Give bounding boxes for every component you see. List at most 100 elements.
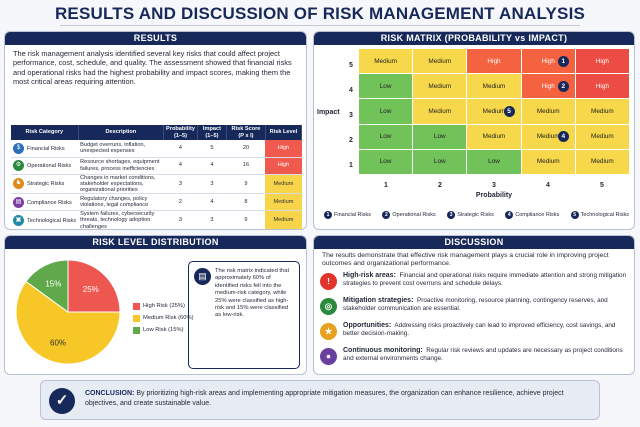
- pie-legend-item: High Risk (25%): [133, 300, 194, 312]
- discussion-panel: DISCUSSION The results demonstrate that …: [313, 235, 635, 375]
- risk-score: 9: [226, 210, 266, 229]
- risk-score: 9: [226, 174, 266, 195]
- discussion-item-text: Opportunities: Addressing risks proactiv…: [343, 322, 629, 338]
- matrix-cell: Medium: [575, 149, 629, 174]
- risk-impact: 4: [197, 193, 227, 212]
- x-tick: 3: [492, 182, 496, 189]
- matrix-cell-label: Medium: [428, 82, 452, 90]
- discussion-item-text: Continuous monitoring: Regular risk revi…: [343, 347, 629, 363]
- risk-impact: 5: [197, 140, 227, 158]
- matrix-cell: Low: [413, 149, 467, 174]
- risk-probability: 3: [163, 174, 198, 195]
- matrix-legend: 1 Financial Risks 2 Operational Risks 3 Strat…: [324, 211, 629, 219]
- pie-data-label: 15%: [45, 279, 61, 288]
- risk-level-badge: Medium: [265, 174, 302, 195]
- risk-category-label: Operational Risks: [27, 162, 72, 169]
- clipboard-icon: ▤: [194, 268, 211, 285]
- x-tick: 2: [438, 182, 442, 189]
- matrix-cell: Medium 4: [521, 124, 575, 149]
- col-probability: Probability (1–5): [163, 125, 198, 140]
- matrix-cell-label: Medium: [428, 107, 452, 115]
- y-tick: 3: [349, 112, 353, 119]
- discussion-item: ! High-risk areas: Financial and operatio…: [320, 272, 632, 296]
- people-icon: ●: [320, 348, 337, 365]
- lightbulb-icon: ★: [320, 323, 337, 340]
- matrix-cell-label: High: [541, 82, 555, 90]
- risk-table-header: Risk Category Description Probability (1…: [11, 125, 303, 140]
- table-row: ⚙ Operational Risks Resource shortages, eq…: [11, 157, 302, 175]
- matrix-cell: Medium: [521, 149, 575, 174]
- matrix-cell-label: High: [541, 57, 555, 65]
- risk-description: Changes in market conditions, stakeholde…: [78, 174, 164, 195]
- matrix-cell-label: Medium: [482, 107, 506, 115]
- matrix-cell: Medium: [413, 49, 467, 74]
- risk-marker: 4: [557, 131, 569, 143]
- risk-impact: 4: [197, 157, 227, 175]
- discussion-item-body: Proactive monitoring, resource planning,…: [343, 297, 608, 312]
- pie-legend-item: Low Risk (15%): [133, 324, 194, 336]
- pie-chart: 25% 60% 15%: [10, 256, 130, 374]
- legend-swatch: [133, 302, 140, 310]
- risk-marker: 2: [557, 80, 569, 92]
- matrix-cell: Low: [359, 149, 413, 174]
- risk-description: Budget overruns, inflation, unexpected e…: [78, 140, 164, 158]
- y-tick: 2: [349, 137, 353, 144]
- conclusion-box: ✓ CONCLUSION: By prioritizing high-risk …: [40, 380, 600, 420]
- discussion-item-body: Addressing risks proactively can lead to…: [343, 322, 616, 337]
- risk-probability: 3: [163, 210, 198, 229]
- discussion-item-title: Opportunities:: [343, 322, 392, 329]
- table-row: $ Financial Risks Budget overruns, inflati…: [11, 140, 302, 158]
- matrix-cell: High 2: [521, 74, 575, 99]
- risk-level-badge: High: [265, 157, 302, 175]
- discussion-item-text: Mitigation strategies: Proactive monitor…: [343, 297, 629, 313]
- matrix-cell-label: Medium: [536, 158, 560, 166]
- col-risk-score: Risk Score (P x I): [226, 125, 266, 140]
- risk-score: 16: [226, 157, 266, 175]
- matrix-cell: Medium: [413, 99, 467, 124]
- legend-swatch: [133, 314, 140, 322]
- matrix-cell-label: Low: [379, 158, 392, 166]
- pie-slice-high-risk: [67, 259, 121, 313]
- risk-matrix-heading: RISK MATRIX (PROBABILITY vs IMPACT): [314, 32, 634, 45]
- risk-category-cell: ⚙ Operational Risks: [11, 157, 79, 175]
- matrix-cell: Low: [359, 74, 413, 99]
- discussion-item-title: Mitigation strategies:: [343, 297, 414, 304]
- x-tick: 5: [600, 182, 604, 189]
- risk-distribution-heading: RISK LEVEL DISTRIBUTION: [5, 236, 306, 249]
- risk-category-label: Compliance Risks: [27, 199, 72, 206]
- matrix-cell: Medium: [467, 74, 521, 99]
- risk-matrix-grid: Medium Medium High High 1 High Low Medium Medium…: [359, 49, 629, 174]
- y-tick: 4: [349, 87, 353, 94]
- risk-score: 20: [226, 140, 266, 158]
- matrix-legend-item: 3 Strategic Risks: [447, 211, 494, 219]
- x-tick: 4: [546, 182, 550, 189]
- pie-chart-svg: 25% 60% 15%: [15, 259, 121, 365]
- legend-label: Technological Risks: [580, 212, 629, 218]
- matrix-cell-label: Low: [433, 133, 446, 141]
- pie-legend-item: Medium Risk (60%): [133, 312, 194, 324]
- risk-category-cell: ♞ Strategic Risks: [11, 174, 79, 195]
- discussion-item-body: Regular risk reviews and updates are nec…: [343, 347, 623, 362]
- pie-slice-medium-risk: [15, 280, 121, 365]
- legend-label: Financial Risks: [334, 212, 371, 218]
- risk-level-badge: High: [265, 140, 302, 158]
- table-row: ▤ Compliance Risks Regulatory changes, pol…: [11, 193, 302, 212]
- table-row: ▣ Technological Risks System failures, cyb…: [11, 210, 302, 229]
- matrix-cell-label: Low: [379, 82, 392, 90]
- table-row: ♞ Strategic Risks Changes in market condit…: [11, 174, 302, 195]
- legend-label: Strategic Risks: [457, 212, 494, 218]
- matrix-cell-label: Medium: [536, 107, 560, 115]
- risk-matrix-panel: RISK MATRIX (PROBABILITY vs IMPACT) Impa…: [313, 31, 635, 230]
- pie-slice-low-risk: [25, 259, 69, 313]
- risk-distribution-panel: RISK LEVEL DISTRIBUTION 25% 60% 15% High R…: [4, 235, 307, 375]
- legend-label: Medium Risk (60%): [143, 315, 194, 321]
- risk-category-cell: $ Financial Risks: [11, 140, 79, 158]
- matrix-cell-label: Low: [488, 158, 500, 166]
- matrix-cell: Medium 5: [467, 99, 521, 124]
- matrix-cell-label: High: [487, 57, 501, 65]
- distribution-note: ▤ The risk matrix indicated that approxi…: [188, 261, 300, 369]
- matrix-cell: Medium: [521, 99, 575, 124]
- document-icon: ▤: [13, 196, 24, 208]
- risk-level-badge: Medium: [265, 210, 302, 229]
- matrix-legend-item: 4 Compliance Risks: [505, 211, 559, 219]
